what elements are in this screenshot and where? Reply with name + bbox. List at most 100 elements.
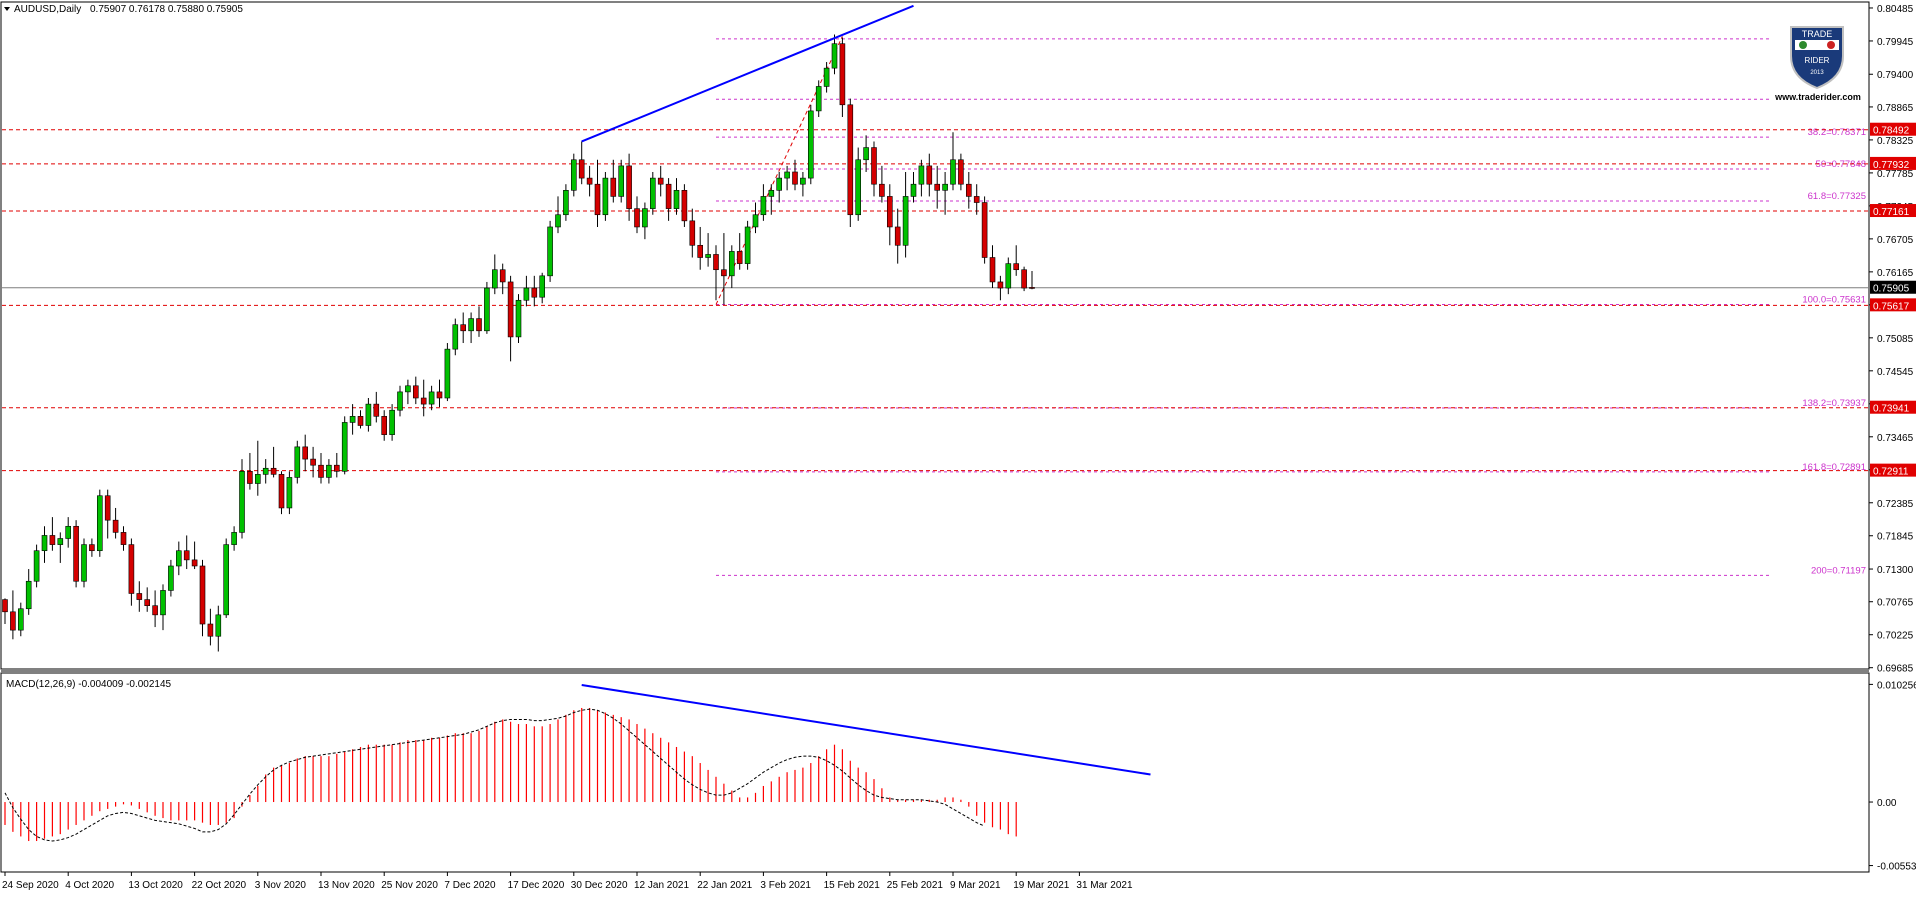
candle[interactable] xyxy=(310,446,316,478)
candle[interactable] xyxy=(49,517,56,551)
candle[interactable] xyxy=(491,254,498,295)
candle[interactable] xyxy=(563,184,569,221)
candle[interactable] xyxy=(333,452,340,478)
candle[interactable] xyxy=(586,165,593,197)
price-axis[interactable]: 0.80485 0.79945 0.79400 0.78865 0.78325 0.777… xyxy=(1869,4,1914,675)
candle[interactable] xyxy=(736,233,743,270)
candle[interactable] xyxy=(444,343,451,402)
candle[interactable] xyxy=(713,245,719,301)
candle[interactable] xyxy=(1021,266,1027,292)
candle[interactable] xyxy=(468,312,474,344)
candle[interactable] xyxy=(792,159,798,191)
candle[interactable] xyxy=(183,535,190,570)
candle[interactable] xyxy=(665,178,672,221)
candle[interactable] xyxy=(33,544,40,588)
candle[interactable] xyxy=(10,590,16,640)
candle[interactable] xyxy=(270,446,277,478)
candle[interactable] xyxy=(918,159,925,197)
candle[interactable] xyxy=(657,165,664,197)
candle[interactable] xyxy=(950,132,956,191)
candle[interactable] xyxy=(926,153,933,197)
candle[interactable] xyxy=(839,37,846,118)
candle[interactable] xyxy=(910,171,917,203)
candle[interactable] xyxy=(855,147,862,221)
candle[interactable] xyxy=(452,318,459,356)
candle[interactable] xyxy=(642,202,648,240)
candle[interactable] xyxy=(807,104,814,185)
candle[interactable] xyxy=(823,62,830,93)
macd-trendline[interactable] xyxy=(581,684,1151,776)
candle[interactable] xyxy=(207,608,214,646)
macd-panel[interactable] xyxy=(0,672,1870,873)
candle[interactable] xyxy=(989,245,996,289)
candle[interactable] xyxy=(602,171,609,221)
candle[interactable] xyxy=(934,165,941,209)
candle[interactable] xyxy=(523,275,530,307)
candle[interactable] xyxy=(697,226,704,270)
candle[interactable] xyxy=(412,376,419,405)
candle[interactable] xyxy=(223,538,229,618)
candle[interactable] xyxy=(728,245,735,289)
candle[interactable] xyxy=(112,507,119,539)
candle[interactable] xyxy=(25,569,32,615)
candle[interactable] xyxy=(547,220,553,282)
candle[interactable] xyxy=(262,459,269,484)
candle[interactable] xyxy=(365,398,372,432)
candle[interactable] xyxy=(278,471,285,515)
candle[interactable] xyxy=(389,404,395,441)
candle[interactable] xyxy=(815,80,822,118)
candle[interactable] xyxy=(255,440,261,496)
candle[interactable] xyxy=(879,165,885,203)
candle[interactable] xyxy=(120,526,127,551)
candle[interactable] xyxy=(215,605,222,652)
candle[interactable] xyxy=(81,538,87,588)
candle[interactable] xyxy=(420,379,427,417)
candle[interactable] xyxy=(973,184,980,215)
candle[interactable] xyxy=(871,141,877,197)
candle[interactable] xyxy=(239,459,245,539)
candle[interactable] xyxy=(705,233,711,267)
candle[interactable] xyxy=(176,541,182,576)
candle[interactable] xyxy=(539,272,546,304)
candle[interactable] xyxy=(610,159,617,203)
candle[interactable] xyxy=(168,559,174,597)
candle[interactable] xyxy=(294,440,301,484)
candle[interactable] xyxy=(721,233,727,305)
candle[interactable] xyxy=(965,171,972,209)
candle[interactable] xyxy=(318,452,324,484)
candles[interactable] xyxy=(2,34,1035,652)
candle[interactable] xyxy=(247,452,253,490)
candle[interactable] xyxy=(942,171,948,215)
candle[interactable] xyxy=(428,385,435,411)
candle[interactable] xyxy=(760,184,767,221)
candle[interactable] xyxy=(381,410,388,441)
candle[interactable] xyxy=(128,538,135,606)
candle[interactable] xyxy=(894,208,901,264)
candle[interactable] xyxy=(357,410,364,429)
candle[interactable] xyxy=(681,184,688,227)
candle[interactable] xyxy=(831,34,838,75)
candle[interactable] xyxy=(17,602,24,637)
macd-axis[interactable]: 0.010256 0.00 -0.005539 xyxy=(1869,680,1916,873)
candle[interactable] xyxy=(531,275,538,307)
candle[interactable] xyxy=(673,178,680,215)
candle[interactable] xyxy=(618,159,625,203)
candle[interactable] xyxy=(191,541,198,570)
candle[interactable] xyxy=(231,526,237,551)
macd-histogram[interactable] xyxy=(4,707,1017,842)
candle[interactable] xyxy=(405,379,411,405)
candle[interactable] xyxy=(649,171,656,215)
price-panel[interactable] xyxy=(0,1,1870,670)
candle[interactable] xyxy=(902,171,909,258)
candle[interactable] xyxy=(1005,257,1012,295)
candle[interactable] xyxy=(744,220,751,270)
candle[interactable] xyxy=(2,598,8,625)
candle[interactable] xyxy=(689,208,696,258)
candle[interactable] xyxy=(634,196,640,234)
candle[interactable] xyxy=(144,587,150,612)
candle[interactable] xyxy=(302,434,309,472)
dropdown-triangle-icon[interactable] xyxy=(4,7,10,11)
candle[interactable] xyxy=(97,489,103,557)
